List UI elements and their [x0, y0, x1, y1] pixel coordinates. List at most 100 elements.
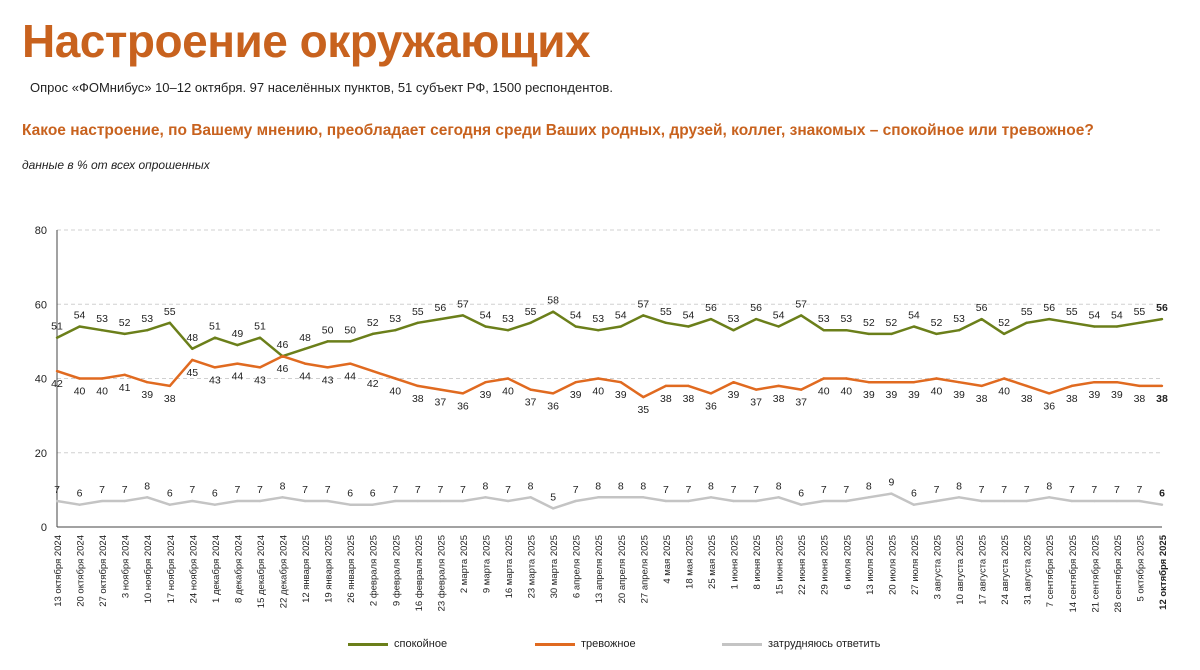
data-label: 55 — [1066, 306, 1078, 318]
legend-swatch-calm — [348, 642, 388, 646]
data-point — [574, 381, 577, 384]
data-label: 7 — [731, 484, 737, 496]
data-label: 54 — [908, 310, 920, 322]
data-label: 39 — [886, 389, 898, 401]
x-tick-label: 7 сентября 2025 — [1045, 535, 1056, 607]
data-point — [822, 499, 825, 503]
x-tick-label: 20 октября 2024 — [76, 535, 87, 607]
y-tick-label: 0 — [41, 522, 47, 534]
data-label: 39 — [908, 389, 920, 401]
data-point — [1025, 321, 1028, 325]
x-tick-label: 24 августа 2025 — [1000, 535, 1011, 605]
data-point — [551, 392, 555, 395]
data-point — [394, 329, 397, 332]
data-label: 7 — [1024, 484, 1030, 496]
x-tick-label: 8 декабря 2024 — [233, 535, 244, 603]
data-point — [416, 499, 420, 503]
data-label: 36 — [705, 400, 717, 412]
data-point — [709, 317, 713, 321]
data-point — [754, 317, 758, 321]
data-label: 38 — [660, 393, 672, 405]
data-label: 37 — [750, 397, 762, 409]
data-point — [551, 507, 555, 510]
data-point — [100, 329, 104, 332]
x-tick-label: 24 ноября 2024 — [188, 535, 199, 603]
data-point — [55, 499, 59, 503]
data-label: 38 — [1021, 393, 1033, 405]
data-point — [281, 496, 284, 499]
data-label: 39 — [480, 389, 492, 401]
x-tick-label: 20 апреля 2025 — [617, 535, 628, 603]
data-point — [371, 503, 374, 506]
data-label: 7 — [663, 484, 669, 496]
data-point — [371, 369, 374, 373]
data-label: 36 — [457, 400, 469, 412]
y-tick-label: 60 — [35, 299, 47, 311]
data-label: 40 — [931, 386, 943, 398]
data-label: 40 — [998, 386, 1010, 398]
data-label: 8 — [528, 480, 534, 492]
data-point — [957, 381, 961, 384]
data-point — [1093, 381, 1096, 384]
data-point — [1070, 499, 1073, 503]
data-point — [935, 377, 938, 380]
data-label: 56 — [1156, 302, 1168, 314]
data-point — [416, 321, 420, 325]
data-point — [529, 388, 532, 391]
data-point — [619, 381, 622, 384]
data-point — [1002, 499, 1006, 503]
data-label: 58 — [547, 295, 559, 307]
x-tick-label: 13 октября 2024 — [53, 535, 64, 607]
data-label: 43 — [254, 374, 266, 386]
data-label: 6 — [347, 488, 353, 500]
data-point — [1093, 325, 1096, 328]
data-point — [935, 332, 938, 336]
data-label: 7 — [573, 484, 579, 496]
data-label: 6 — [77, 488, 83, 500]
data-point — [642, 496, 645, 499]
series-line-1 — [56, 354, 1162, 399]
data-label: 56 — [750, 302, 762, 314]
data-label: 37 — [795, 397, 807, 409]
data-point — [709, 496, 713, 499]
data-point — [1093, 499, 1096, 503]
survey-question: Какое настроение, по Вашему мнению, прео… — [22, 122, 1094, 139]
data-label: 8 — [866, 480, 872, 492]
x-tick-label: 2 февраля 2025 — [369, 535, 380, 606]
data-point — [100, 377, 104, 380]
data-point — [1070, 321, 1073, 325]
x-tick-label: 27 апреля 2025 — [639, 535, 650, 603]
data-label: 40 — [818, 386, 830, 398]
data-point — [529, 321, 532, 325]
data-point — [574, 499, 577, 503]
data-point — [732, 381, 735, 384]
data-label: 56 — [435, 302, 447, 314]
data-label: 7 — [437, 484, 443, 496]
data-point — [1160, 503, 1164, 506]
data-label: 8 — [708, 480, 714, 492]
x-tick-label: 3 ноября 2024 — [121, 535, 132, 598]
data-label: 37 — [435, 397, 447, 409]
data-label: 54 — [74, 310, 86, 322]
data-label: 8 — [280, 480, 286, 492]
y-tick-label: 80 — [35, 225, 47, 237]
data-point — [55, 336, 59, 339]
data-label: 40 — [389, 386, 401, 398]
x-tick-label: 31 августа 2025 — [1023, 535, 1034, 605]
x-tick-label: 2 марта 2025 — [459, 535, 470, 593]
data-label: 6 — [911, 488, 917, 500]
data-label: 52 — [367, 317, 379, 329]
data-label: 51 — [51, 321, 63, 333]
data-label: 37 — [525, 397, 537, 409]
data-point — [348, 340, 352, 343]
data-label: 57 — [457, 298, 469, 310]
data-label: 55 — [660, 306, 672, 318]
data-point — [258, 499, 262, 503]
data-point — [1115, 325, 1119, 328]
data-point — [371, 332, 374, 336]
data-label: 7 — [979, 484, 985, 496]
x-tick-label: 1 июня 2025 — [730, 535, 741, 590]
data-label: 52 — [863, 317, 875, 329]
data-point — [461, 499, 465, 503]
data-point — [236, 362, 239, 365]
